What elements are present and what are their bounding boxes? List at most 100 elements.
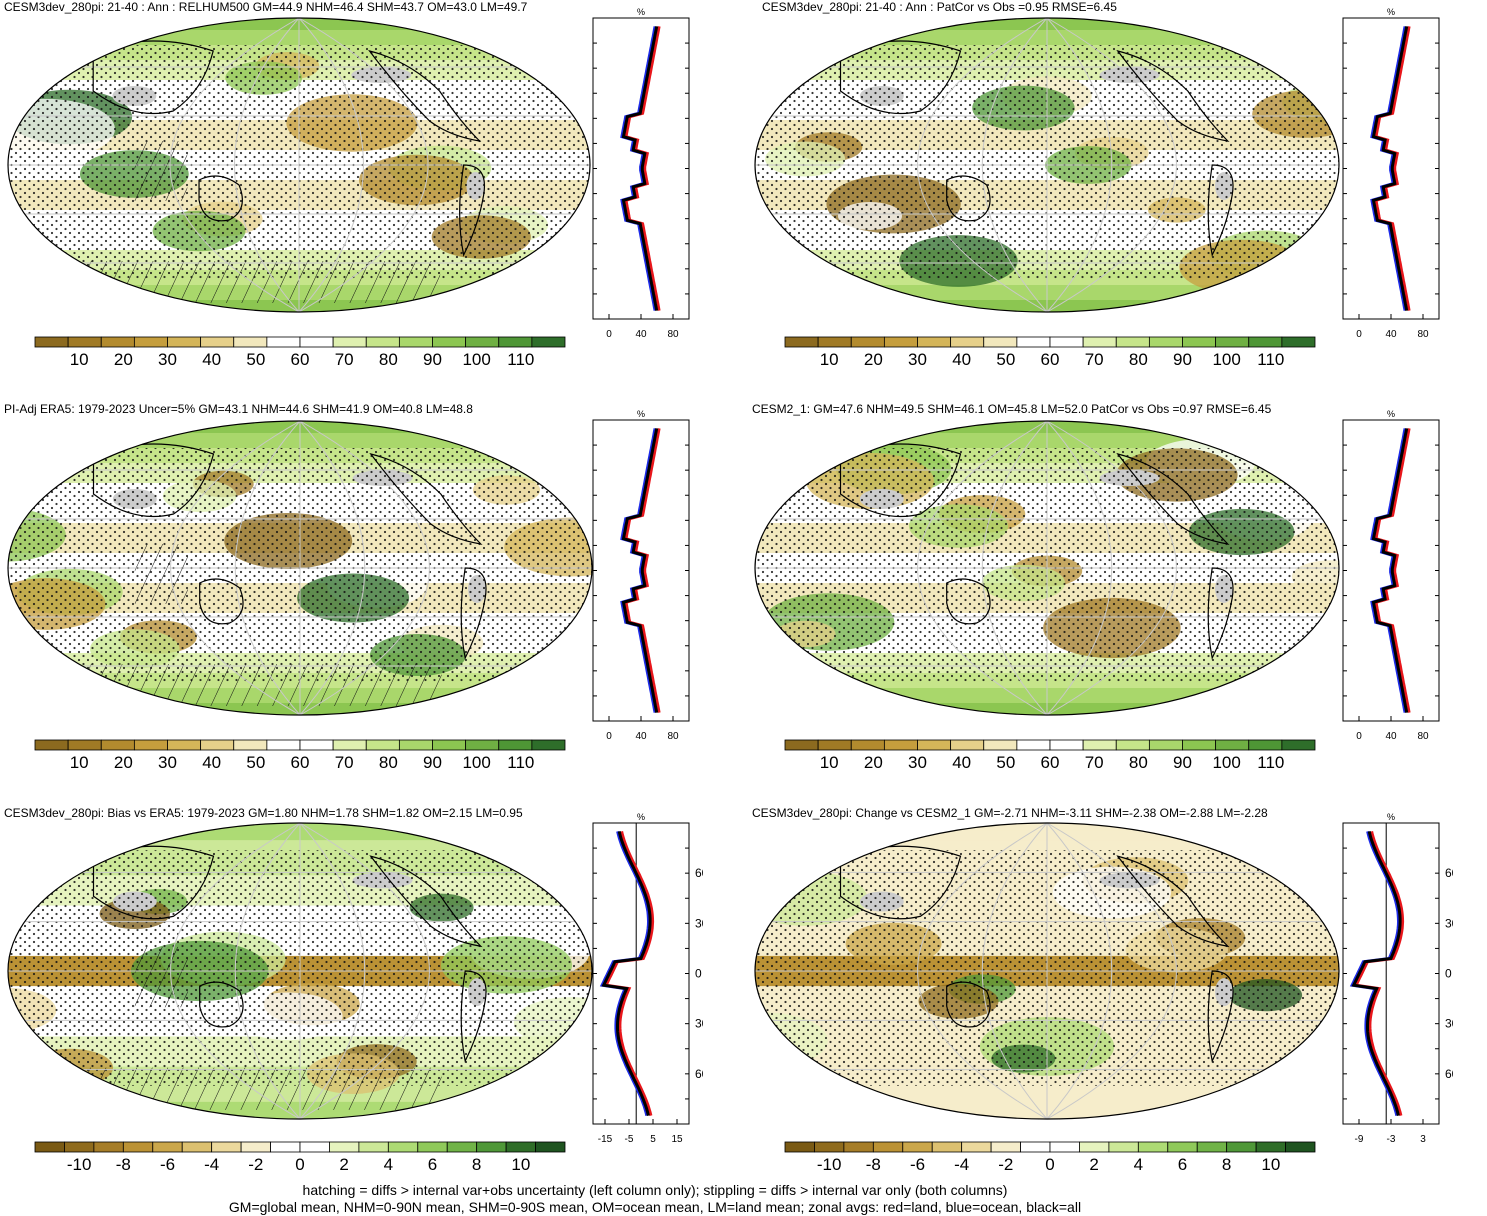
zonal-xtick-label: 80 — [667, 731, 679, 742]
colorbar-label: 90 — [1173, 753, 1192, 772]
zonal-xtick-label: 40 — [635, 329, 647, 340]
colorbar-swatch — [432, 336, 467, 348]
colorbar-label: 110 — [1257, 350, 1284, 369]
zonal-all-curve — [1351, 831, 1402, 1116]
graticule — [755, 421, 1339, 715]
colorbar-label: 100 — [462, 753, 490, 772]
colorbar-swatch — [329, 1141, 360, 1153]
panel-5-title: CESM3dev_280pi: Bias vs ERA5: 1979-2023 … — [4, 806, 523, 820]
panel-1-map — [7, 17, 591, 313]
zonal-land-curve — [624, 428, 661, 713]
colorbar-label: 30 — [158, 753, 177, 772]
map-field — [8, 18, 590, 312]
colorbar-label: 10 — [820, 350, 839, 369]
colorbar-swatch — [817, 336, 852, 348]
panel-2-map — [754, 17, 1340, 313]
graticule — [8, 421, 592, 715]
colorbar-swatch — [535, 1141, 566, 1153]
coastlines — [92, 40, 486, 257]
colorbar-swatch — [64, 1141, 95, 1153]
colorbar-swatch — [784, 336, 819, 348]
colorbar-label: 30 — [908, 350, 927, 369]
map-border — [754, 822, 1340, 1120]
colorbar-swatch — [1255, 1141, 1286, 1153]
coastlines — [92, 443, 487, 660]
map-border — [754, 420, 1340, 716]
zonal-all-curve — [621, 428, 659, 713]
colorbar-swatch — [332, 336, 367, 348]
colorbar-label: 8 — [1222, 1155, 1231, 1174]
zonal-lat-label: 60N — [1445, 866, 1453, 880]
footer-note-hatching: hatching = diffs > internal var+obs unce… — [302, 1182, 1008, 1198]
colorbar-swatch — [1115, 336, 1150, 348]
panel-2-zonal-plot: %60N30N030S60S04080 — [1342, 7, 1440, 340]
colorbar-label: 90 — [423, 753, 442, 772]
colorbar-label: 70 — [1085, 350, 1104, 369]
colorbar-swatch — [1167, 1141, 1198, 1153]
colorbar-swatch — [67, 336, 102, 348]
panel-4-colorbar: 10 20 30 40 50 60 70 80 90 100 110 — [784, 739, 1316, 772]
colorbar-swatch — [67, 739, 102, 751]
panel-1-colorbar: 10 20 30 40 50 60 70 80 90 100 110 — [34, 336, 566, 369]
colorbar-swatch — [465, 739, 500, 751]
colorbar-swatch — [133, 739, 168, 751]
colorbar-label: 50 — [996, 753, 1015, 772]
colorbar-label: 50 — [246, 350, 265, 369]
panel-5-zonal-plot: % 60N 30N 0 30S 60S -15 -5 5 15 — [592, 812, 703, 1145]
colorbar-swatch — [233, 336, 268, 348]
colorbar-label: 70 — [1085, 753, 1104, 772]
panel-4-map — [754, 420, 1340, 716]
panel-2-title: CESM3dev_280pi: 21-40 : Ann : PatCor vs … — [762, 0, 1117, 14]
zonal-xtick-label: -3 — [1387, 1134, 1396, 1145]
colorbar-label: -6 — [910, 1155, 925, 1174]
colorbar-swatch — [93, 1141, 124, 1153]
colorbar-swatch — [931, 1141, 963, 1153]
colorbar-swatch — [1281, 336, 1316, 348]
panel-1-zonal-plot: %60N30N030S60S04080 — [592, 7, 690, 340]
zonal-land-curve — [1374, 428, 1411, 713]
colorbar-swatch — [266, 739, 301, 751]
zonal-land-curve — [604, 831, 655, 1116]
zonal-unit-label: % — [1387, 7, 1395, 17]
colorbar-swatch — [883, 739, 918, 751]
colorbar-swatch — [505, 1141, 536, 1153]
colorbar-label: 10 — [1261, 1155, 1280, 1174]
colorbar-swatch — [983, 336, 1018, 348]
colorbar-label: -8 — [116, 1155, 131, 1174]
panel-6-colorbar: -10 -8 -6 -4 -2 0 2 4 6 8 10 — [784, 1141, 1316, 1174]
colorbar-label: 60 — [291, 350, 310, 369]
colorbar-swatch — [1115, 739, 1150, 751]
coastlines — [839, 443, 1234, 660]
zonal-xtick-label: 40 — [1385, 329, 1397, 340]
colorbar-swatch — [299, 1141, 330, 1153]
colorbar-swatch — [358, 1141, 389, 1153]
map-border — [7, 17, 591, 313]
zonal-xtick-label: -5 — [625, 1134, 634, 1145]
colorbar-swatch — [784, 1141, 815, 1153]
colorbar-label: 60 — [1041, 753, 1060, 772]
colorbar-swatch — [1248, 739, 1283, 751]
zonal-unit-label: % — [1387, 409, 1395, 419]
colorbar-label: 110 — [1257, 753, 1284, 772]
zonal-unit-label: % — [637, 409, 645, 419]
colorbar-label: 4 — [384, 1155, 393, 1174]
colorbar-label: 20 — [864, 350, 883, 369]
zonal-xtick-label: 40 — [1385, 731, 1397, 742]
coastlines — [839, 40, 1234, 257]
colorbar-label: 6 — [1178, 1155, 1187, 1174]
colorbar-swatch — [211, 1141, 242, 1153]
colorbar-swatch — [200, 336, 235, 348]
colorbar-label: 10 — [70, 753, 89, 772]
colorbar-swatch — [498, 336, 533, 348]
colorbar-swatch — [1248, 336, 1283, 348]
colorbar-label: 100 — [462, 350, 490, 369]
colorbar-swatch — [398, 739, 433, 751]
colorbar-label: 8 — [472, 1155, 481, 1174]
colorbar-swatch — [1020, 1141, 1051, 1153]
colorbar-swatch — [1049, 1141, 1080, 1153]
zonal-lat-label: 60S — [1445, 1067, 1453, 1081]
colorbar-swatch — [270, 1141, 301, 1153]
colorbar-swatch — [1049, 739, 1084, 751]
colorbar-label: 30 — [908, 753, 927, 772]
colorbar-label: 40 — [952, 350, 971, 369]
